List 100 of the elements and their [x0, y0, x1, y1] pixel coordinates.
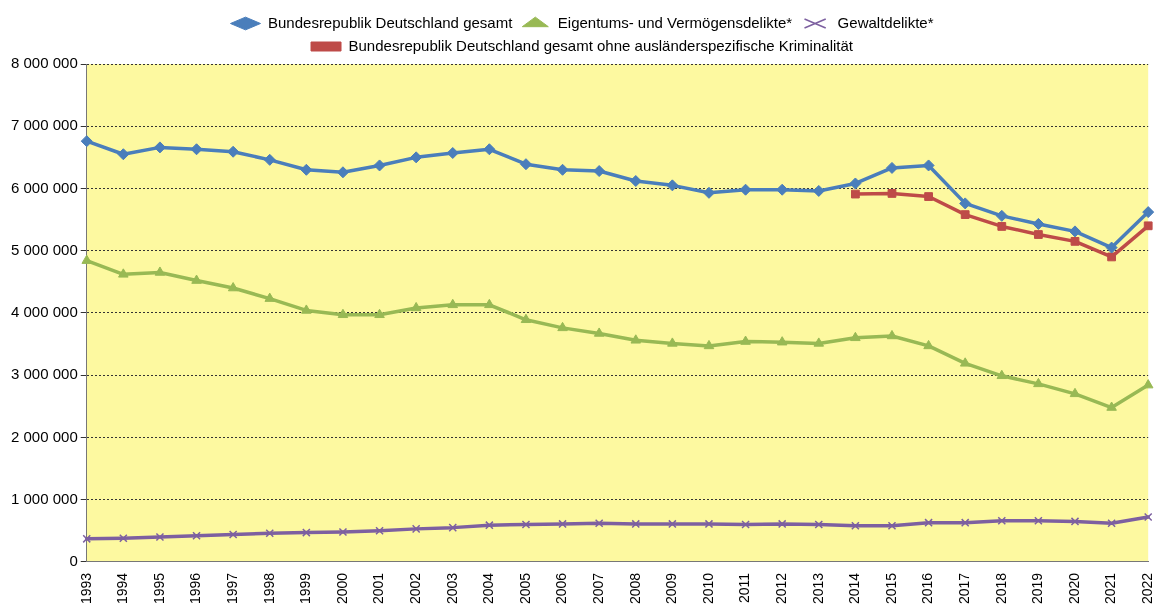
point: [776, 336, 788, 346]
point: [1033, 377, 1044, 388]
point: [629, 175, 642, 187]
point: [922, 159, 935, 172]
x-tick-label: 2001: [370, 572, 387, 605]
point: [813, 337, 825, 347]
legend-label: Bundesrepublik Deutschland gesamt: [268, 13, 514, 31]
x-tick-label: 2017: [956, 572, 973, 605]
y-tick-label: 8 000 000: [11, 54, 78, 72]
point: [593, 165, 606, 178]
point: [81, 254, 92, 264]
point: [924, 192, 933, 201]
legend-label: Bundesrepublik Deutschland gesamt ohne ausländerspezifische Kriminalität: [348, 36, 854, 54]
point: [702, 186, 715, 199]
x-tick-label: 2000: [333, 572, 350, 605]
point: [153, 141, 166, 154]
x-tick-label: 2009: [663, 572, 680, 605]
point: [594, 518, 604, 528]
point: [118, 268, 129, 278]
x-tick-label: 1998: [260, 572, 277, 605]
point: [631, 519, 641, 529]
point: [557, 321, 568, 332]
x-tick-label: 2008: [626, 572, 643, 605]
x-tick-label: 2012: [773, 572, 790, 605]
point: [1032, 217, 1045, 230]
point: [885, 161, 898, 174]
x-tick-label: 1997: [224, 572, 240, 605]
point: [263, 153, 276, 166]
point: [960, 210, 970, 219]
point: [1070, 517, 1080, 526]
point: [410, 301, 422, 312]
point: [887, 521, 897, 531]
point: [996, 369, 1008, 380]
point: [227, 282, 239, 292]
point: [265, 528, 275, 538]
point: [668, 519, 677, 529]
x-tick-label: 2022: [1139, 572, 1156, 605]
x-tick-label: 2016: [919, 572, 936, 605]
y-tick-label: 6 000 000: [11, 178, 78, 196]
x-tick-label: 2015: [882, 572, 899, 605]
x-tick-label: 2007: [590, 572, 607, 605]
point: [119, 533, 128, 543]
point: [191, 274, 202, 284]
point: [301, 304, 312, 314]
point: [228, 530, 238, 539]
legend-label: Eigentums- und Vermögensdelikte*: [557, 13, 793, 31]
y-tick-label: 1 000 000: [11, 489, 78, 507]
point: [593, 327, 605, 337]
point: [1034, 516, 1043, 526]
point: [997, 222, 1007, 231]
point: [886, 329, 898, 340]
x-tick-label: 2021: [1102, 572, 1119, 605]
point: [850, 331, 861, 342]
point: [227, 145, 240, 158]
point: [117, 148, 130, 161]
x-tick-label: 2004: [480, 572, 497, 605]
point: [448, 523, 458, 532]
point: [777, 519, 787, 529]
point: [997, 516, 1007, 526]
x-tick-label: 2013: [809, 572, 826, 605]
x-tick-label: 2002: [407, 572, 424, 605]
point: [1143, 221, 1153, 231]
point: [373, 159, 386, 172]
point: [337, 308, 349, 319]
x-tick-label: 2011: [736, 572, 753, 603]
point: [411, 524, 421, 534]
point: [192, 531, 201, 540]
point: [82, 534, 92, 544]
point: [850, 189, 860, 199]
point: [520, 313, 532, 324]
point: [521, 520, 531, 529]
point: [703, 339, 715, 350]
legend-label: Gewaltdelikte*: [837, 13, 934, 31]
point: [849, 177, 862, 190]
point: [155, 532, 165, 542]
x-tick-label: 2010: [699, 572, 716, 605]
x-tick-label: 2003: [443, 572, 460, 605]
x-tick-label: 1999: [297, 572, 314, 605]
point: [1106, 401, 1117, 411]
x-tick-label: 2019: [1029, 572, 1046, 605]
point: [1107, 252, 1116, 262]
point: [519, 158, 532, 171]
x-tick-label: 1995: [150, 572, 167, 605]
x-tick-label: 2014: [846, 572, 863, 605]
point: [302, 528, 311, 537]
point: [1105, 241, 1118, 254]
point: [851, 521, 860, 531]
point: [630, 334, 642, 344]
x-tick-label: 2006: [553, 572, 570, 605]
point: [154, 266, 166, 276]
point: [1143, 512, 1153, 522]
point: [741, 520, 750, 529]
point: [704, 519, 714, 529]
point: [1034, 230, 1043, 239]
point: [338, 527, 348, 537]
point: [1070, 236, 1080, 246]
x-tick-label: 1993: [77, 572, 94, 605]
point: [80, 135, 93, 148]
x-tick-label: 2018: [992, 572, 1009, 605]
point: [995, 209, 1008, 222]
